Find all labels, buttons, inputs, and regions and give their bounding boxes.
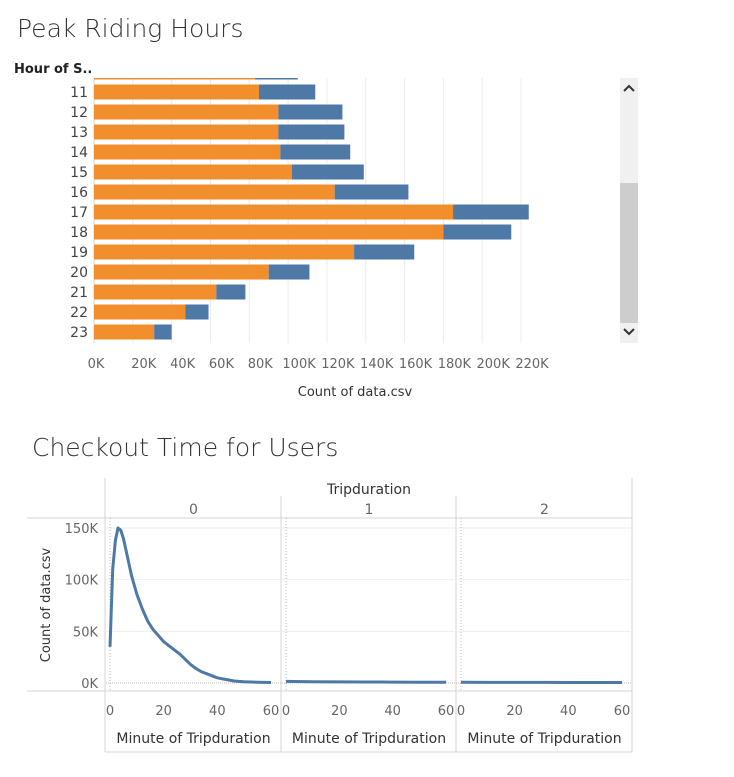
y-tick-label-17: 17 <box>70 205 88 221</box>
x-tick-label: 20 <box>331 704 348 719</box>
x-tick-label: 0 <box>457 704 465 719</box>
y-tick-label: 100K <box>65 574 99 589</box>
x-tick-label: 40K <box>170 357 196 372</box>
x-axis-title-panel-1: Minute of Tripduration <box>292 731 446 747</box>
bar-17-series0[interactable] <box>94 204 454 220</box>
chart-title-checkout-time: Checkout Time for Users <box>32 433 339 462</box>
series-line-panel-0[interactable] <box>108 526 272 684</box>
y-axis-header: Hour of S.. <box>14 62 92 77</box>
bar-18-series0[interactable] <box>94 224 444 240</box>
bar-13-series1[interactable] <box>278 124 345 140</box>
scroll-up-icon[interactable] <box>623 84 635 92</box>
bar-23-series0[interactable] <box>94 324 155 340</box>
x-tick-label: 40 <box>384 704 401 719</box>
bar-22-series0[interactable] <box>94 304 186 320</box>
y-tick-label-18: 18 <box>70 225 88 241</box>
bar-15-series0[interactable] <box>94 164 292 180</box>
bar-15-series1[interactable] <box>291 164 364 180</box>
y-tick-label-23: 23 <box>70 325 88 341</box>
bar-11-series0[interactable] <box>94 84 259 100</box>
x-axis-title: Count of data.csv <box>298 385 413 400</box>
x-tick-label: 60K <box>209 357 235 372</box>
y-tick-label-11: 11 <box>70 85 88 101</box>
bar-21-series1[interactable] <box>216 284 246 300</box>
x-tick-label: 140K <box>360 357 394 372</box>
x-tick-label: 220K <box>515 357 549 372</box>
chart-title-peak-riding-hours: Peak Riding Hours <box>17 14 244 43</box>
bar-23-series1[interactable] <box>154 324 172 340</box>
bar-22-series1[interactable] <box>185 304 209 320</box>
bar-20-series0[interactable] <box>94 264 269 280</box>
x-tick-label: 40 <box>209 704 226 719</box>
column-header-tripduration: Tripduration <box>326 482 411 498</box>
x-tick-label: 80K <box>248 357 274 372</box>
y-tick-label-19: 19 <box>70 245 88 261</box>
y-tick-label: 0K <box>81 677 98 692</box>
bar-11-series1[interactable] <box>258 84 316 100</box>
x-tick-label: 120K <box>321 357 355 372</box>
x-tick-label: 180K <box>438 357 472 372</box>
y-tick-label-13: 13 <box>70 125 88 141</box>
y-tick-label-10: 10 <box>70 65 88 81</box>
x-axis-title-panel-0: Minute of Tripduration <box>116 731 270 747</box>
y-tick-label-14: 14 <box>70 145 88 161</box>
x-tick-label: 60 <box>438 704 455 719</box>
x-tick-label: 0 <box>282 704 290 719</box>
y-tick-label-16: 16 <box>70 185 88 201</box>
bar-14-series1[interactable] <box>280 144 351 160</box>
x-tick-label: 40 <box>560 704 577 719</box>
y-tick-label: 150K <box>65 522 99 537</box>
y-tick-label-20: 20 <box>70 265 88 281</box>
y-tick-label-22: 22 <box>70 305 88 321</box>
y-tick-label-15: 15 <box>70 165 88 181</box>
x-tick-label: 60 <box>263 704 280 719</box>
x-tick-label: 0 <box>106 704 114 719</box>
scrollbar-thumb[interactable] <box>620 183 638 323</box>
x-axis-title-panel-2: Minute of Tripduration <box>467 731 621 747</box>
x-tick-label: 20 <box>155 704 172 719</box>
x-tick-label: 60 <box>614 704 631 719</box>
y-tick-label-12: 12 <box>70 105 88 121</box>
bar-21-series0[interactable] <box>94 284 217 300</box>
panel-header-1: 1 <box>365 502 374 518</box>
x-tick-label: 200K <box>477 357 511 372</box>
bar-14-series0[interactable] <box>94 144 281 160</box>
series-line-panel-1[interactable] <box>285 679 447 684</box>
x-tick-label: 20 <box>506 704 523 719</box>
x-tick-label: 100K <box>282 357 316 372</box>
bar-19-series1[interactable] <box>354 244 415 260</box>
bar-18-series1[interactable] <box>443 224 512 240</box>
y-axis-title: Count of data.csv <box>39 547 54 662</box>
bar-12-series0[interactable] <box>94 104 279 120</box>
panel-header-2: 2 <box>540 502 549 518</box>
peak-riding-hours-chart: Hour of S..10 11 12 13 14 15 16 17 18 19 20 21 22 23 0… <box>14 62 638 400</box>
bar-10-series0[interactable] <box>94 65 256 80</box>
bar-12-series1[interactable] <box>278 104 343 120</box>
x-tick-label: 20K <box>131 357 157 372</box>
bar-17-series1[interactable] <box>453 204 529 220</box>
y-tick-label: 50K <box>73 625 99 640</box>
bar-19-series0[interactable] <box>94 244 355 260</box>
bar-20-series1[interactable] <box>268 264 310 280</box>
x-tick-label: 0K <box>88 357 105 372</box>
panel-header-0: 0 <box>189 502 198 518</box>
y-tick-label-21: 21 <box>70 285 88 301</box>
bars-group: 10 11 12 13 14 15 16 17 18 19 20 21 22 23 <box>70 65 529 341</box>
scroll-down-icon[interactable] <box>623 328 635 336</box>
checkout-time-chart: Tripduration 0K 50K 100K 150K Count of data.c… <box>27 478 633 753</box>
x-tick-label: 160K <box>399 357 433 372</box>
bar-13-series0[interactable] <box>94 124 279 140</box>
bar-10-series1[interactable] <box>255 65 298 80</box>
bar-16-series0[interactable] <box>94 184 335 200</box>
bar-16-series1[interactable] <box>334 184 409 200</box>
